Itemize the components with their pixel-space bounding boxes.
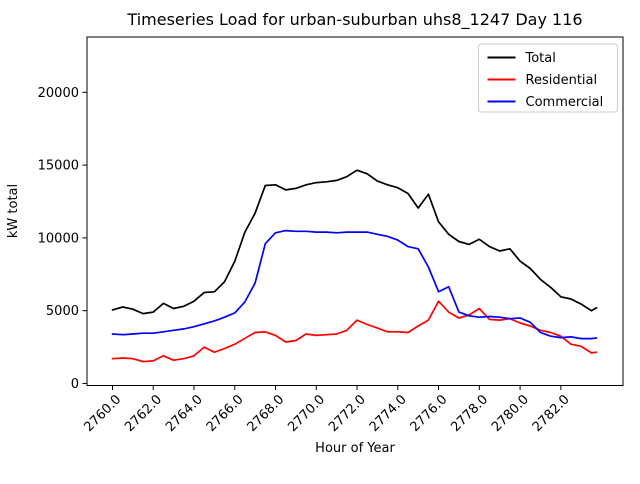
- y-tick-label: 5000: [46, 304, 79, 319]
- y-axis-label: kW total: [6, 184, 21, 238]
- legend-box: [478, 43, 618, 113]
- series-line-residential: [111, 300, 598, 363]
- x-tick-label: 2770.0: [285, 392, 328, 435]
- legend: Total Residential Commercial: [478, 43, 618, 113]
- plot-border: [86, 36, 624, 386]
- x-tick-label: 2782.0: [530, 392, 573, 435]
- y-tick-label: 10000: [38, 231, 79, 246]
- series-line-total: [111, 169, 598, 315]
- x-tick-label: 2774.0: [367, 392, 410, 435]
- x-axis-label: Hour of Year: [315, 441, 395, 456]
- x-tick-label: 2766.0: [204, 392, 247, 435]
- x-tick-label: 2768.0: [245, 392, 288, 435]
- x-tick-label: 2776.0: [408, 392, 451, 435]
- y-tick-label: 0: [71, 377, 79, 392]
- series-lines: [111, 169, 598, 363]
- axes-spines: [86, 36, 624, 386]
- legend-label: Residential: [526, 73, 598, 88]
- y-axis: 0 5000 10000 15000 20000: [38, 86, 87, 392]
- series-line-commercial: [111, 229, 598, 340]
- x-tick-label: 2760.0: [82, 392, 125, 435]
- legend-label: Commercial: [526, 95, 604, 110]
- x-tick-label: 2772.0: [326, 392, 369, 435]
- x-tick-label: 2762.0: [122, 392, 165, 435]
- legend-label: Total: [525, 51, 556, 66]
- y-tick-label: 15000: [38, 159, 79, 174]
- x-axis: 2760.02762.02764.02766.02768.02770.02772…: [82, 385, 573, 435]
- x-tick-label: 2764.0: [163, 392, 206, 435]
- chart-title: Timeseries Load for urban-suburban uhs8_…: [126, 10, 582, 30]
- x-tick-label: 2780.0: [489, 392, 532, 435]
- y-tick-label: 20000: [38, 86, 79, 101]
- x-tick-label: 2778.0: [448, 392, 491, 435]
